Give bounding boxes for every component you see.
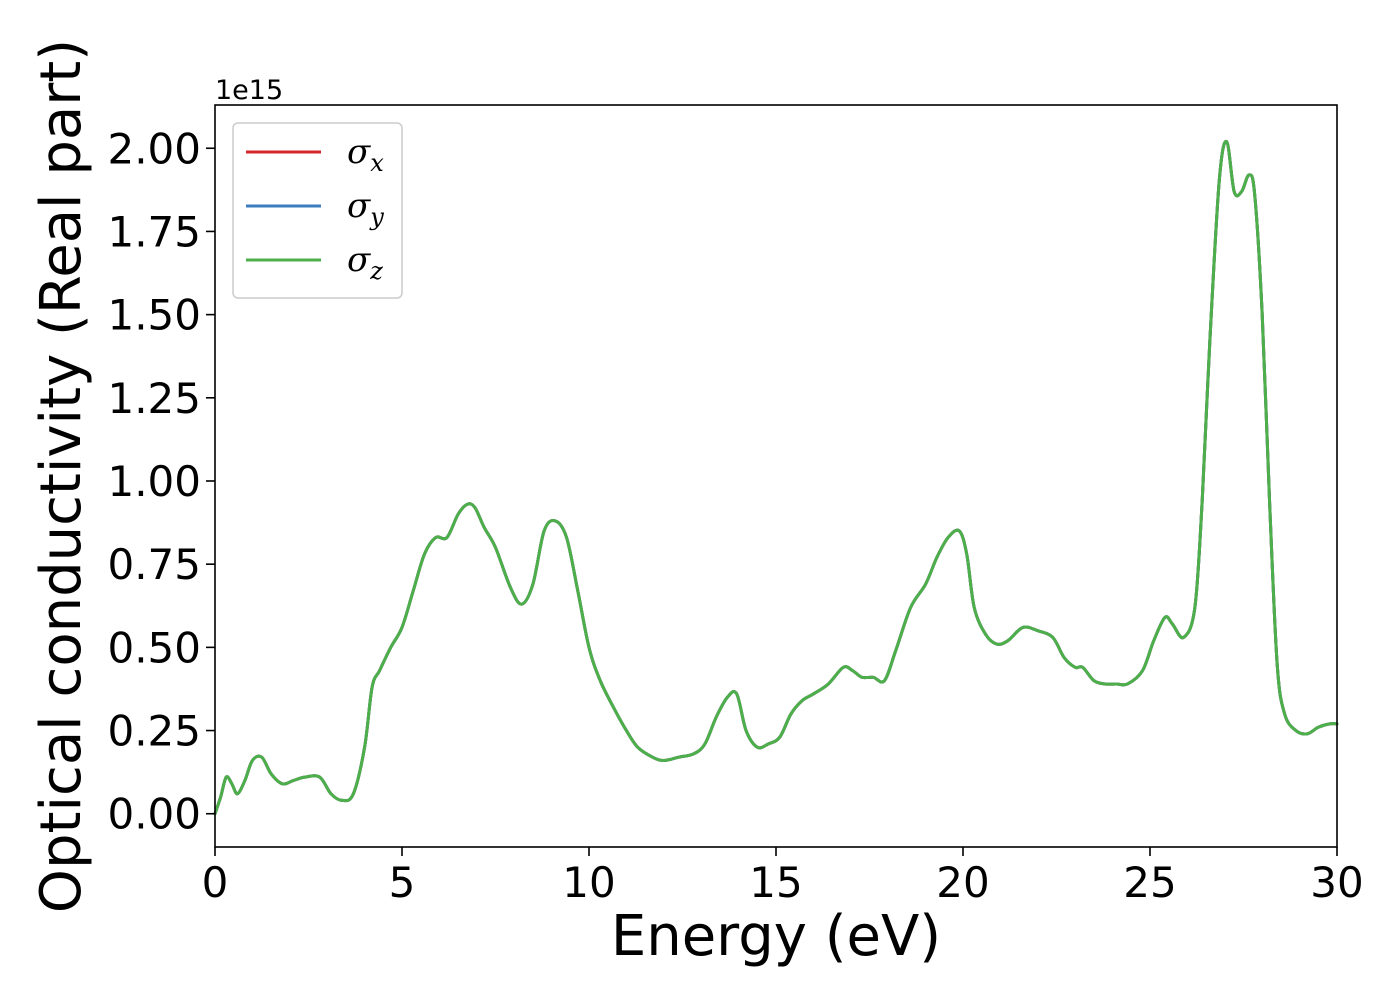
legend-subscript: z [369,257,383,285]
legend-symbol: σ [347,186,371,226]
y-axis-label: Optical conductivity (Real part) [29,39,94,913]
x-tick-label: 10 [562,858,615,907]
x-tick-label: 20 [936,858,989,907]
y-tick-label: 2.00 [107,124,201,173]
legend-subscript: x [370,149,384,177]
legend-symbol: σ [347,240,371,280]
series-lines [213,139,1339,816]
x-tick-label: 15 [749,858,802,907]
x-tick-label: 0 [202,858,229,907]
y-tick-label: 0.50 [107,623,201,672]
x-axis-ticks: 0 5 10 15 20 25 30 [202,847,1364,907]
y-tick-label: 1.00 [107,457,201,506]
legend-label-y: σy [347,186,384,231]
legend-box [232,122,403,299]
series-line-σz [213,139,1339,816]
x-tick-label: 30 [1310,858,1363,907]
x-axis-label: Energy (eV) [611,904,941,969]
legend-label-z: σz [347,240,383,285]
y-axis-offset-label: 1e15 [215,75,283,106]
x-tick-label: 5 [389,858,416,907]
y-tick-label: 0.75 [107,540,201,589]
y-tick-label: 1.75 [107,207,201,256]
y-axis-ticks: 0.00 0.25 0.50 0.75 1.00 1.25 1.50 1.75 2.00 [107,124,215,839]
legend-subscript: y [369,203,384,231]
y-tick-label: 1.25 [107,374,201,423]
y-tick-label: 1.50 [107,291,201,340]
x-tick-label: 25 [1123,858,1176,907]
y-tick-label: 0.25 [107,707,201,756]
y-tick-label: 0.00 [107,790,201,839]
legend-symbol: σ [347,132,371,172]
legend-label-x: σx [347,132,384,177]
